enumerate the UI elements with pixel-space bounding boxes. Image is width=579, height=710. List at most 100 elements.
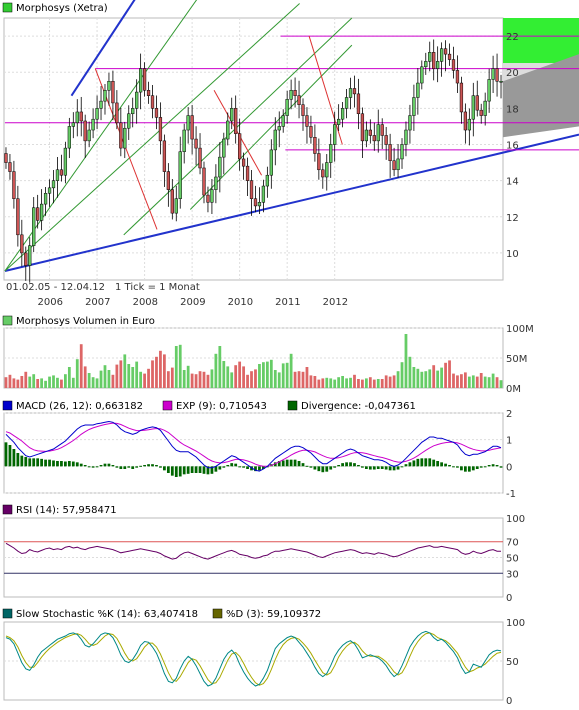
divergence-bar [83, 465, 87, 467]
volume-bar [337, 377, 341, 388]
candle [202, 167, 206, 196]
price-y-tick: 10 [506, 249, 519, 260]
candle [443, 48, 448, 55]
divergence-bar [452, 466, 455, 468]
candle [162, 140, 167, 172]
divergence-bar [60, 461, 63, 467]
volume-bar [420, 371, 424, 388]
volume-bar [95, 378, 99, 388]
volume-panel: Morphosys Volumen in Euro 100M 50M 0M [2, 315, 534, 395]
price-x-label: 2009 [180, 297, 205, 308]
candle [475, 95, 479, 111]
volume-bar [483, 376, 487, 388]
volume-bar [91, 377, 95, 388]
candle [360, 113, 365, 142]
candle [364, 129, 369, 142]
volume-y-ticks: 100M 50M 0M [506, 324, 534, 395]
volume-bar [135, 361, 139, 388]
divergence-bar [325, 466, 329, 472]
volume-y-tick: 100M [506, 324, 534, 335]
price-y-tick: 12 [506, 213, 519, 224]
divergence-bar [345, 462, 348, 467]
candle [297, 95, 301, 105]
divergence-bar [329, 466, 333, 470]
volume-bar [349, 377, 352, 388]
volume-bar [67, 367, 71, 388]
macd-y-ticks: 2 1 0 -1 [506, 409, 516, 500]
volume-bar [28, 376, 32, 388]
price-panel-bg [0, 0, 579, 290]
volume-y-tick: 50M [506, 354, 527, 365]
volume-grid [3, 327, 504, 389]
volume-bar [56, 377, 59, 388]
stoch-d-line [5, 632, 502, 686]
candle [277, 126, 281, 131]
rsi-y-ticks: 100 70 50 30 0 [506, 514, 525, 604]
volume-bars [4, 334, 503, 388]
divergence-bar [155, 465, 158, 467]
volume-bar [230, 372, 234, 388]
candle [333, 124, 337, 145]
candle [439, 48, 444, 62]
volume-bar [463, 372, 467, 388]
price-legend-swatch [2, 2, 13, 13]
candle [301, 104, 305, 116]
divergence-bar [166, 466, 170, 473]
candle [111, 80, 115, 104]
rsi-title: RSI (14): 57,958471 [16, 505, 117, 516]
volume-bar [194, 374, 198, 388]
divergence-bar [372, 466, 376, 470]
volume-bar [143, 373, 146, 388]
volume-bar [226, 366, 230, 388]
divergence-bar [250, 466, 253, 471]
volume-bar [412, 367, 416, 388]
date-range-label: 01.02.05 - 12.04.12 [6, 282, 105, 293]
candle [55, 169, 60, 181]
volume-bar [471, 375, 475, 388]
volume-bar [436, 370, 440, 388]
candle [16, 198, 20, 236]
divergence-bar [436, 461, 440, 467]
candle [4, 153, 8, 163]
divergence-bar [380, 466, 384, 469]
volume-bar [499, 380, 503, 388]
divergence-bar [56, 461, 59, 467]
candle [428, 52, 432, 62]
candle [218, 156, 222, 178]
price-x-label: 2012 [323, 297, 348, 308]
divergence-bar [313, 466, 317, 470]
volume-bar [372, 379, 376, 388]
divergence-bar [44, 459, 47, 467]
divergence-bar [460, 466, 463, 471]
price-x-label: 2008 [133, 297, 158, 308]
macd-lines [5, 420, 502, 472]
divergence-bar [475, 466, 479, 469]
volume-bar [222, 361, 226, 388]
candle [131, 108, 135, 115]
candle [39, 203, 44, 221]
channel-upper-line [70, 0, 136, 97]
price-zone-fills [503, 18, 579, 138]
candle [249, 180, 254, 199]
volume-bar [495, 377, 499, 388]
divergence-bar [36, 458, 40, 467]
divergence-bar [408, 462, 412, 467]
candle [384, 135, 388, 145]
price-y-tick: 22 [506, 32, 519, 43]
divergence-bar [277, 461, 281, 467]
divergence-bar [368, 466, 372, 470]
divergence-bar [163, 466, 166, 471]
divergence-bar [309, 466, 313, 468]
candle [380, 124, 384, 136]
divergence-bar [123, 466, 127, 469]
candle [408, 115, 412, 131]
divergence-bar [258, 466, 261, 471]
rsi-y-tick: 30 [506, 569, 519, 580]
divergence-bar [428, 458, 432, 467]
candle [376, 124, 380, 142]
macd-frame [3, 412, 504, 494]
volume-bar [63, 374, 67, 388]
candle [51, 180, 56, 189]
divergence-bar [440, 462, 444, 467]
candle [396, 158, 400, 171]
